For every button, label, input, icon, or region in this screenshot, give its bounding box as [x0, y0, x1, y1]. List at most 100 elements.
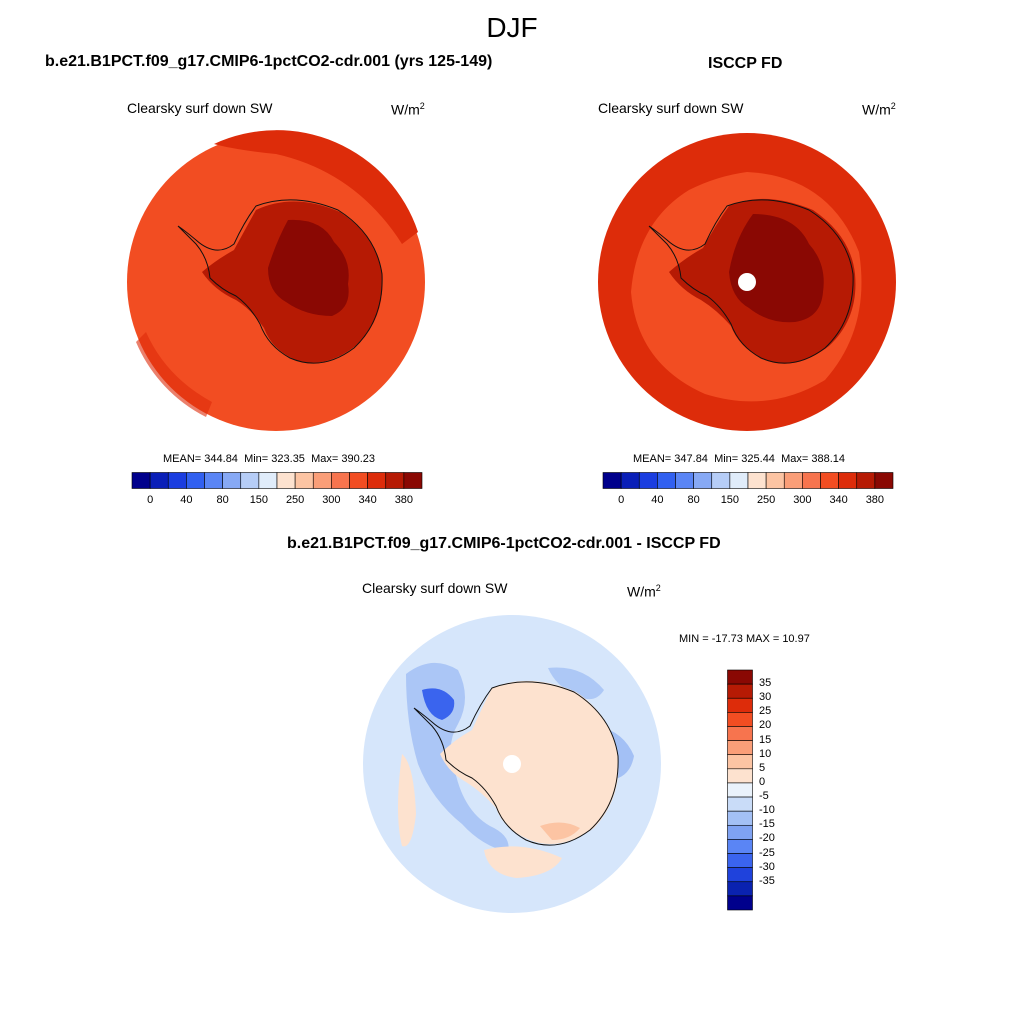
obs-colorbar-tick-label: 0 [618, 494, 625, 506]
diff-positive-antarctica [440, 680, 619, 844]
diff-colorbar-box [727, 740, 753, 756]
obs-colorbar-box [620, 472, 640, 489]
model-colorbar-box [186, 472, 205, 489]
obs-panel-title: ISCCP FD [708, 55, 783, 72]
obs-colorbar-box [856, 472, 876, 489]
diff-colorbar-box [727, 782, 753, 798]
model-colorbar-tick-label: 300 [322, 494, 341, 506]
diff-colorbar-box [727, 754, 753, 770]
diff-colorbar-tick-label: 25 [759, 705, 772, 718]
obs-colorbar [602, 472, 894, 489]
model-units-label: W/m2 [391, 101, 425, 118]
diff-colorbar-tick-label: -10 [759, 804, 775, 817]
model-colorbar-tick-label: 340 [358, 494, 377, 506]
obs-colorbar-tick-label: 40 [651, 494, 664, 506]
model-colorbar-box [204, 472, 223, 489]
diff-colorbar-tick-label: -25 [759, 846, 775, 859]
diff-colorbar [727, 669, 753, 911]
obs-colorbar-box [838, 472, 858, 489]
model-colorbar-box [312, 472, 332, 489]
diff-negative-region-north [548, 667, 604, 700]
obs-colorbar-tick-label: 80 [687, 494, 700, 506]
obs-colorbar-tick-label: 250 [756, 494, 776, 506]
model-colorbar-tick-label: 150 [249, 494, 269, 506]
diff-colorbar-box [727, 839, 753, 854]
diff-colorbar-box [727, 683, 753, 699]
diff-colorbar-box [727, 726, 753, 741]
obs-coastline [648, 199, 854, 364]
diff-colorbar-tick-label: -35 [759, 874, 775, 887]
diff-colorbar-box [727, 867, 753, 883]
diff-colorbar-tick-label: 15 [759, 733, 772, 746]
diff-colorbar-tick-label: 20 [759, 719, 772, 732]
obs-polar-map [598, 133, 896, 431]
diff-colorbar-tick-label: 5 [759, 761, 766, 774]
model-stats: MEAN= 344.84 Min= 323.35 Max= 390.23 [163, 453, 375, 465]
diff-colorbar-tick-label: 35 [759, 677, 772, 690]
model-colorbar-box [222, 472, 242, 489]
model-colorbar-tick-label: 250 [285, 494, 305, 506]
model-colorbar-box [349, 472, 368, 489]
model-colorbar-box [167, 472, 187, 489]
obs-colorbar-box [657, 472, 676, 489]
obs-colorbar-tick-label: 380 [865, 494, 885, 506]
obs-colorbar-box [820, 472, 839, 489]
obs-colorbar-tick-label: 300 [793, 494, 812, 506]
obs-colorbar-box [783, 472, 803, 489]
diff-minmax: MIN = -17.73 MAX = 10.97 [679, 633, 810, 645]
diff-pole-hole [503, 755, 521, 773]
model-colorbar-box [131, 472, 151, 489]
obs-variable-label: Clearsky surf down SW [598, 100, 744, 116]
obs-plateau-max [729, 214, 824, 323]
model-coastline [177, 199, 383, 364]
obs-colorbar-box [747, 472, 767, 489]
obs-colorbar-tick-label: 340 [829, 494, 848, 506]
model-outer-ring-sw [136, 332, 212, 417]
diff-colorbar-tick-label: 0 [759, 775, 766, 788]
figure-title: DJF [486, 12, 538, 43]
diff-colorbar-box [727, 697, 753, 713]
model-outer-ring [214, 130, 418, 244]
obs-colorbar-box [729, 472, 749, 489]
obs-units-label: W/m2 [862, 101, 896, 118]
obs-colorbar-box [874, 472, 894, 489]
model-panel-title: b.e21.B1PCT.f09_g17.CMIP6-1pctCO2-cdr.00… [45, 53, 493, 70]
model-colorbar [131, 472, 423, 489]
obs-stats: MEAN= 347.84 Min= 325.44 Max= 388.14 [633, 453, 845, 465]
obs-colorbar-box [638, 472, 658, 489]
obs-colorbar-box [675, 472, 694, 489]
diff-units-label: W/m2 [627, 583, 661, 600]
diff-panel-title: b.e21.B1PCT.f09_g17.CMIP6-1pctCO2-cdr.00… [287, 535, 721, 552]
diff-colorbar-box [727, 796, 753, 812]
obs-colorbar-tick-label: 150 [720, 494, 740, 506]
model-colorbar-box [385, 472, 405, 489]
model-colorbar-box [258, 472, 278, 489]
model-variable-label: Clearsky surf down SW [127, 100, 273, 116]
model-colorbar-box [367, 472, 387, 489]
model-colorbar-box [331, 472, 350, 489]
diff-colorbar-box [727, 768, 753, 784]
obs-pole-hole [738, 273, 756, 291]
diff-positive-region-south [484, 846, 562, 878]
model-colorbar-box [403, 472, 423, 489]
diff-negative-core-west [422, 688, 455, 720]
obs-colorbar-box [711, 472, 731, 489]
diff-positive-strip-west [398, 754, 416, 847]
diff-colorbar-box [727, 712, 753, 727]
diff-variable-label: Clearsky surf down SW [362, 580, 508, 596]
model-colorbar-tick-label: 0 [147, 494, 154, 506]
model-colorbar-box [240, 472, 260, 489]
diff-colorbar-box [727, 810, 753, 826]
diff-polar-map [363, 615, 661, 913]
diff-colorbar-box [727, 824, 753, 840]
diff-colorbar-tick-label: 10 [759, 747, 772, 760]
diff-colorbar-box [727, 881, 753, 897]
model-colorbar-tick-label: 80 [216, 494, 229, 506]
diff-colorbar-box [727, 669, 753, 685]
model-colorbar-box [276, 472, 296, 489]
diff-positive-core [540, 822, 580, 840]
obs-colorbar-box [693, 472, 713, 489]
obs-colorbar-box [802, 472, 821, 489]
diff-colorbar-tick-label: -20 [759, 832, 775, 845]
model-plateau-max [268, 219, 349, 316]
